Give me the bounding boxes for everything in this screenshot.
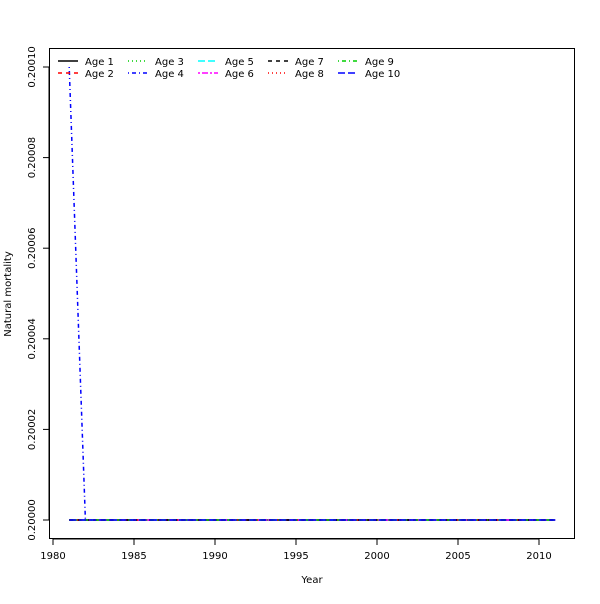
legend-label: Age 6 [225, 69, 254, 80]
series-line-age-4 [68, 66, 556, 521]
x-tick-label: 2000 [364, 551, 389, 562]
legend-label: Age 2 [85, 69, 114, 80]
y-tick-label: 0.20004 [27, 318, 38, 359]
y-tick-label: 0.20002 [27, 409, 38, 450]
x-tick-label: 1980 [40, 551, 65, 562]
x-axis: 1980 1985 1990 1995 2000 2005 2010 [40, 538, 552, 562]
x-tick-label: 2005 [445, 551, 470, 562]
y-axis-label: Natural mortality [3, 251, 14, 337]
y-axis: 0.20000 0.20002 0.20004 0.20006 0.20008 0.200… [27, 46, 50, 541]
y-tick-label: 0.20010 [27, 46, 38, 87]
x-tick-label: 1990 [202, 551, 227, 562]
x-axis-label: Year [300, 575, 323, 586]
legend-label: Age 7 [295, 57, 324, 68]
x-tick-label: 1985 [121, 551, 146, 562]
x-tick-label: 1995 [283, 551, 308, 562]
legend-label: Age 5 [225, 57, 254, 68]
legend-label: Age 8 [295, 69, 324, 80]
legend-label: Age 4 [155, 69, 184, 80]
x-tick-label: 2010 [526, 551, 551, 562]
series-group [68, 66, 556, 521]
legend-label: Age 1 [85, 57, 114, 68]
legend-label: Age 10 [365, 69, 400, 80]
plot-frame [49, 48, 575, 539]
legend-label: Age 9 [365, 57, 394, 68]
legend-label: Age 3 [155, 57, 184, 68]
y-tick-label: 0.20006 [27, 228, 38, 269]
y-tick-label: 0.20000 [27, 499, 38, 540]
y-tick-label: 0.20008 [27, 137, 38, 178]
